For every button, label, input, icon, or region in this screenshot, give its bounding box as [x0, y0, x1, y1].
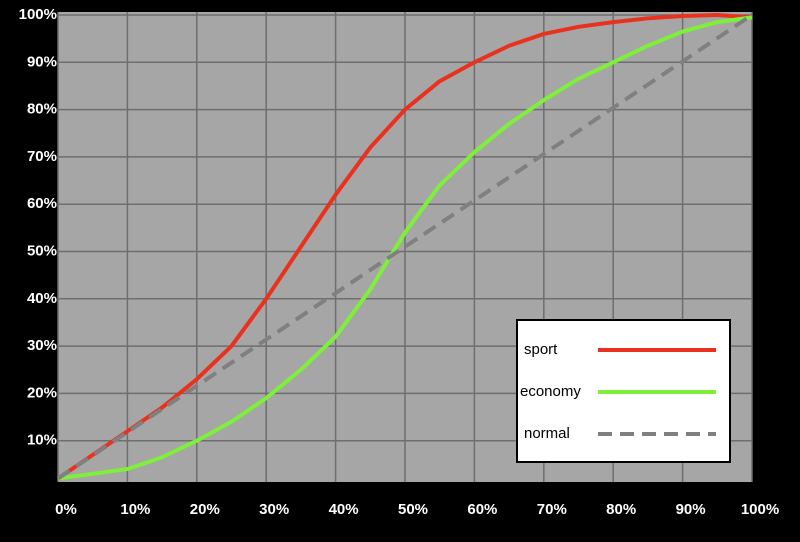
- y-tick-label: 70%: [27, 148, 57, 165]
- x-tick-label: 60%: [467, 501, 497, 518]
- x-tick-label: 80%: [606, 501, 636, 518]
- y-tick-label: 90%: [27, 53, 57, 70]
- legend-label: normal: [524, 425, 570, 442]
- x-tick-label: 10%: [120, 501, 150, 518]
- y-tick-label: 20%: [27, 384, 57, 401]
- line-series: [56, 13, 754, 481]
- y-tick-label: 80%: [27, 101, 57, 118]
- x-tick-label: 100%: [741, 501, 779, 518]
- x-tick-label: 20%: [190, 501, 220, 518]
- y-tick-label: 10%: [27, 432, 57, 449]
- y-tick-label: 100%: [19, 6, 57, 23]
- line-series: [57, 15, 753, 481]
- y-tick-label: 60%: [27, 195, 57, 212]
- y-tick-label: 40%: [27, 290, 57, 307]
- legend-label: economy: [520, 383, 581, 400]
- x-tick-label: 70%: [537, 501, 567, 518]
- x-tick-label: 50%: [398, 501, 428, 518]
- x-tick-label: 30%: [259, 501, 289, 518]
- y-tick-label: 50%: [27, 242, 57, 259]
- x-tick-label: 40%: [329, 501, 359, 518]
- y-tick-label: 30%: [27, 337, 57, 354]
- line-series: [56, 13, 753, 481]
- x-tick-label: 90%: [676, 501, 706, 518]
- x-tick-label: 0%: [55, 501, 77, 518]
- legend-label: sport: [524, 341, 558, 358]
